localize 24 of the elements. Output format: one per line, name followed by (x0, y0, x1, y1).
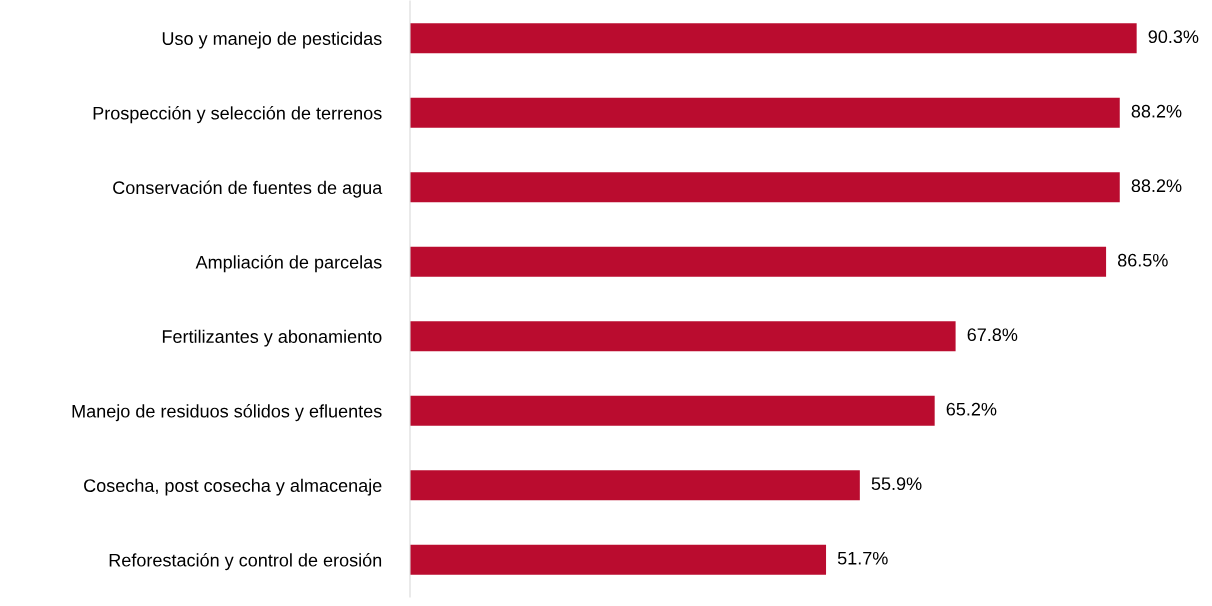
y-tick-label: Fertilizantes y abonamiento (162, 329, 382, 347)
bar (410, 544, 827, 575)
bar (410, 97, 1120, 128)
data-label: 88.2% (1131, 104, 1182, 118)
bar (410, 23, 1137, 54)
data-label: 65.2% (946, 402, 997, 416)
data-label: 88.2% (1131, 179, 1182, 193)
bar (410, 470, 860, 501)
y-tick-label: Cosecha, post cosecha y almacenaje (84, 478, 382, 496)
y-tick-label: Prospección y selección de terrenos (93, 106, 382, 124)
bar (410, 172, 1120, 203)
bar (410, 246, 1107, 277)
y-tick-label: Conservación de fuentes de agua (113, 180, 383, 198)
y-tick-label: Reforestación y control de erosión (109, 553, 382, 571)
data-label: 51.7% (837, 551, 888, 565)
y-tick-label: Ampliación de parcelas (195, 255, 382, 273)
data-label: 90.3% (1148, 30, 1199, 44)
bar (410, 395, 935, 426)
y-tick-label: Uso y manejo de pesticidas (162, 31, 382, 49)
y-tick-label: Manejo de residuos sólidos y efluentes (72, 404, 382, 422)
data-label: 86.5% (1117, 253, 1168, 267)
data-label: 67.8% (967, 328, 1018, 342)
bar (410, 321, 956, 352)
data-label: 55.9% (871, 477, 922, 491)
